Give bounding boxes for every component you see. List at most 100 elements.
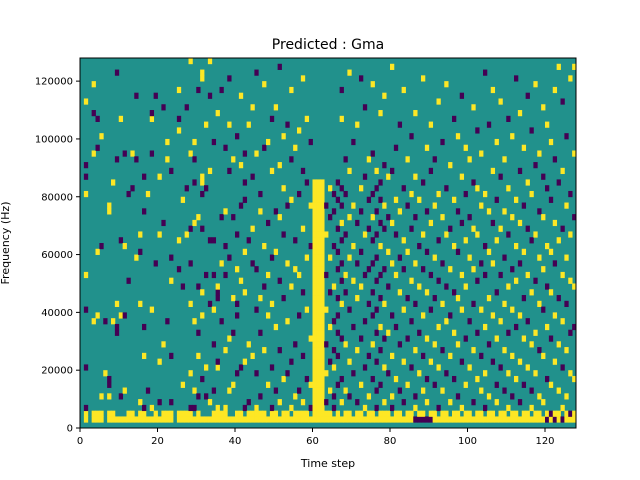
heatmap-cell — [533, 416, 538, 423]
heatmap-cell — [444, 185, 449, 192]
heatmap-cell — [320, 335, 325, 342]
heatmap-cell — [258, 208, 263, 215]
heatmap-cell — [521, 295, 527, 302]
heatmap-cell — [223, 208, 228, 215]
heatmap-cell — [432, 341, 437, 348]
heatmap-cell — [200, 190, 205, 198]
heatmap-cell — [300, 416, 306, 423]
heatmap-cell — [370, 190, 375, 198]
heatmap-cell — [494, 196, 499, 203]
heatmap-cell — [320, 185, 325, 192]
heatmap-cell — [91, 110, 96, 117]
heatmap-cell — [308, 138, 313, 146]
heatmap-cell — [312, 399, 317, 406]
heatmap-cell — [262, 410, 267, 417]
heatmap-cell — [262, 144, 267, 151]
heatmap-cell — [339, 185, 344, 192]
heatmap-cell — [436, 416, 441, 423]
heatmap-cell — [134, 254, 139, 261]
heatmap-cell — [320, 381, 325, 388]
heatmap-cell — [308, 202, 313, 209]
heatmap-cell — [95, 312, 100, 319]
heatmap-cell — [568, 190, 573, 198]
heatmap-cell — [471, 347, 476, 354]
heatmap-cell — [320, 393, 325, 400]
heatmap-cell — [374, 358, 379, 365]
heatmap-cell — [413, 404, 418, 412]
heatmap-cell — [316, 364, 321, 371]
heatmap-cell — [316, 404, 321, 412]
heatmap-cell — [308, 404, 313, 412]
heatmap-cell — [99, 243, 104, 250]
heatmap-cell — [467, 156, 472, 163]
heatmap-cell — [444, 416, 449, 423]
heatmap-cell — [269, 416, 275, 423]
heatmap-cell — [490, 167, 496, 175]
heatmap-cell — [502, 416, 507, 423]
heatmap-cell — [335, 266, 341, 273]
heatmap-cell — [273, 104, 279, 111]
heatmap-cell — [486, 410, 492, 417]
heatmap-cell — [339, 237, 344, 244]
y-tick-label: 60000 — [41, 250, 73, 261]
heatmap-cell — [339, 86, 344, 94]
heatmap-cell — [401, 358, 406, 365]
heatmap-cell — [467, 214, 472, 221]
heatmap-cell — [161, 410, 166, 417]
heatmap-cell — [475, 375, 480, 383]
heatmap-cell — [409, 318, 414, 325]
heatmap-cell — [331, 243, 337, 250]
heatmap-cell — [510, 393, 515, 400]
heatmap-cell — [231, 295, 236, 302]
heatmap-cell — [405, 381, 410, 388]
heatmap-cell — [254, 370, 259, 377]
heatmap-cell — [200, 75, 205, 82]
heatmap-cell — [405, 202, 410, 209]
heatmap-cell — [126, 410, 131, 417]
heatmap-cell — [459, 173, 465, 180]
heatmap-cell — [409, 133, 414, 140]
heatmap-cell — [122, 312, 127, 319]
heatmap-cell — [541, 266, 546, 273]
heatmap-cell — [428, 121, 434, 128]
heatmap-cell — [320, 271, 325, 279]
heatmap-cell — [176, 86, 182, 94]
heatmap-cell — [370, 81, 375, 88]
heatmap-cell — [514, 416, 519, 423]
heatmap-cell — [552, 410, 558, 417]
heatmap-cell — [572, 283, 577, 290]
heatmap-cell — [211, 410, 217, 417]
heatmap-cell — [440, 260, 445, 267]
heatmap-cell — [475, 410, 480, 417]
heatmap-cell — [432, 202, 437, 209]
heatmap-cell — [285, 202, 290, 209]
heatmap-cell — [409, 225, 414, 232]
heatmap-cell — [107, 393, 112, 400]
heatmap-cell — [537, 416, 542, 423]
heatmap-cell — [277, 347, 282, 354]
heatmap-cell — [95, 248, 100, 255]
heatmap-cell — [390, 352, 395, 360]
heatmap-cell — [444, 231, 449, 238]
heatmap-cell — [153, 260, 158, 267]
heatmap-cell — [126, 277, 131, 284]
heatmap-cell — [312, 300, 317, 307]
heatmap-cell — [246, 341, 251, 348]
heatmap-cell — [223, 243, 228, 250]
heatmap-cell — [359, 185, 364, 192]
heatmap-cell — [196, 352, 201, 360]
heatmap-cell — [184, 410, 189, 417]
heatmap-cell — [374, 185, 379, 192]
heatmap-cell — [339, 219, 344, 227]
heatmap-cell — [483, 243, 488, 250]
heatmap-cell — [211, 387, 217, 394]
heatmap-cell — [486, 393, 492, 400]
heatmap-cell — [320, 289, 325, 296]
heatmap-cell — [459, 404, 465, 412]
heatmap-cell — [568, 75, 573, 82]
heatmap-cell — [494, 289, 499, 296]
heatmap-cell — [390, 404, 395, 412]
heatmap-cell — [374, 404, 379, 412]
heatmap-cell — [95, 416, 100, 423]
heatmap-cell — [285, 318, 290, 325]
